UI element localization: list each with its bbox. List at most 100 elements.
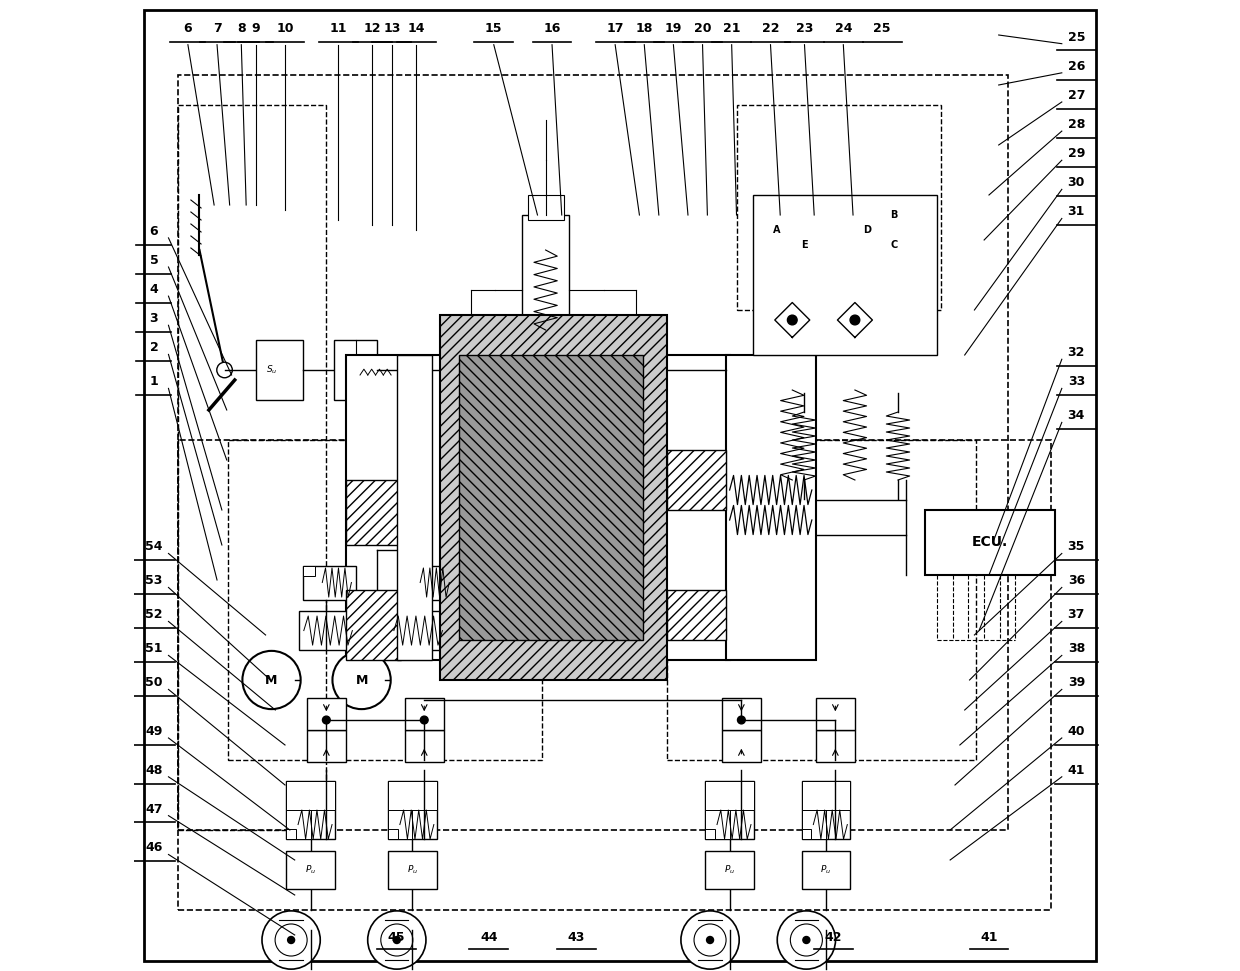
Text: 19: 19 [665,22,682,35]
Bar [738,105,941,310]
Bar [722,730,761,761]
Bar [706,781,754,810]
Bar [255,340,303,400]
Text: 17: 17 [606,22,624,35]
Bar [925,510,1054,575]
Circle shape [322,717,330,724]
Bar [308,730,346,761]
Text: 2: 2 [150,342,159,354]
Circle shape [738,717,745,724]
Bar [722,698,761,730]
Bar [286,829,296,839]
Text: 20: 20 [694,22,712,35]
Text: 6: 6 [150,225,159,238]
Text: 26: 26 [1068,60,1085,73]
Bar [401,566,454,600]
Bar [802,829,811,839]
Text: 14: 14 [407,22,425,35]
Bar [706,829,715,839]
Text: 49: 49 [145,725,162,738]
Text: 5: 5 [150,254,159,267]
Text: 41: 41 [1068,764,1085,777]
Circle shape [381,924,413,956]
Text: 48: 48 [145,764,162,777]
Bar [816,730,854,761]
Text: M: M [356,674,368,686]
Circle shape [332,651,391,709]
Text: 43: 43 [568,931,585,944]
Bar [286,851,335,889]
Bar [303,566,356,600]
Bar [335,340,377,400]
Bar [753,195,937,355]
Bar [802,781,851,839]
Text: 11: 11 [330,22,347,35]
Text: 30: 30 [1068,177,1085,189]
Bar [460,355,644,640]
Text: 4: 4 [150,284,159,296]
Text: 16: 16 [543,22,560,35]
Bar [397,355,432,660]
Text: E: E [801,240,807,250]
Text: 53: 53 [145,575,162,587]
Bar [308,698,346,730]
Bar [177,105,326,830]
Text: 22: 22 [761,22,779,35]
Bar [388,781,436,810]
Text: 13: 13 [383,22,401,35]
Text: ECU.: ECU. [971,535,1008,549]
Text: C: C [890,240,898,250]
Text: 39: 39 [1068,677,1085,689]
Bar [404,698,444,730]
Text: 7: 7 [212,22,222,35]
Bar [401,566,413,576]
Bar [802,810,826,839]
Text: $P_{u}$: $P_{u}$ [724,864,735,876]
Bar [706,851,754,889]
Text: 38: 38 [1068,643,1085,655]
Text: 29: 29 [1068,148,1085,160]
Circle shape [275,924,308,956]
Text: 27: 27 [1068,89,1085,102]
Circle shape [242,651,300,709]
Text: B: B [890,210,898,220]
Text: 12: 12 [363,22,381,35]
Text: 9: 9 [252,22,260,35]
Bar [404,730,444,761]
Circle shape [694,924,727,956]
Text: 44: 44 [480,931,497,944]
Text: 42: 42 [825,931,842,944]
Circle shape [420,717,428,724]
Circle shape [777,911,836,969]
Bar [802,851,851,889]
Bar [286,781,335,839]
Text: $P_{u}$: $P_{u}$ [305,864,316,876]
Text: 52: 52 [145,609,162,621]
Text: 51: 51 [145,643,162,655]
Text: $P_{u}$: $P_{u}$ [407,864,418,876]
Text: 18: 18 [636,22,653,35]
Circle shape [262,911,320,969]
Text: 36: 36 [1068,575,1085,587]
Bar [177,75,1008,830]
Text: D: D [863,225,870,235]
Circle shape [368,911,427,969]
Text: 33: 33 [1068,376,1085,388]
Text: A: A [773,225,780,235]
Bar [816,698,854,730]
Bar [299,611,357,650]
Bar [346,590,401,660]
Bar [177,440,1050,910]
Text: $S_u$: $S_u$ [265,364,278,376]
Text: 10: 10 [277,22,294,35]
Bar [706,810,729,839]
Bar [706,781,754,839]
Text: 45: 45 [388,931,405,944]
Text: 40: 40 [1068,725,1085,738]
Bar [286,810,311,839]
Text: 54: 54 [145,541,162,553]
Text: 35: 35 [1068,541,1085,553]
Bar [522,215,569,370]
Bar [286,781,335,810]
Circle shape [802,936,810,944]
